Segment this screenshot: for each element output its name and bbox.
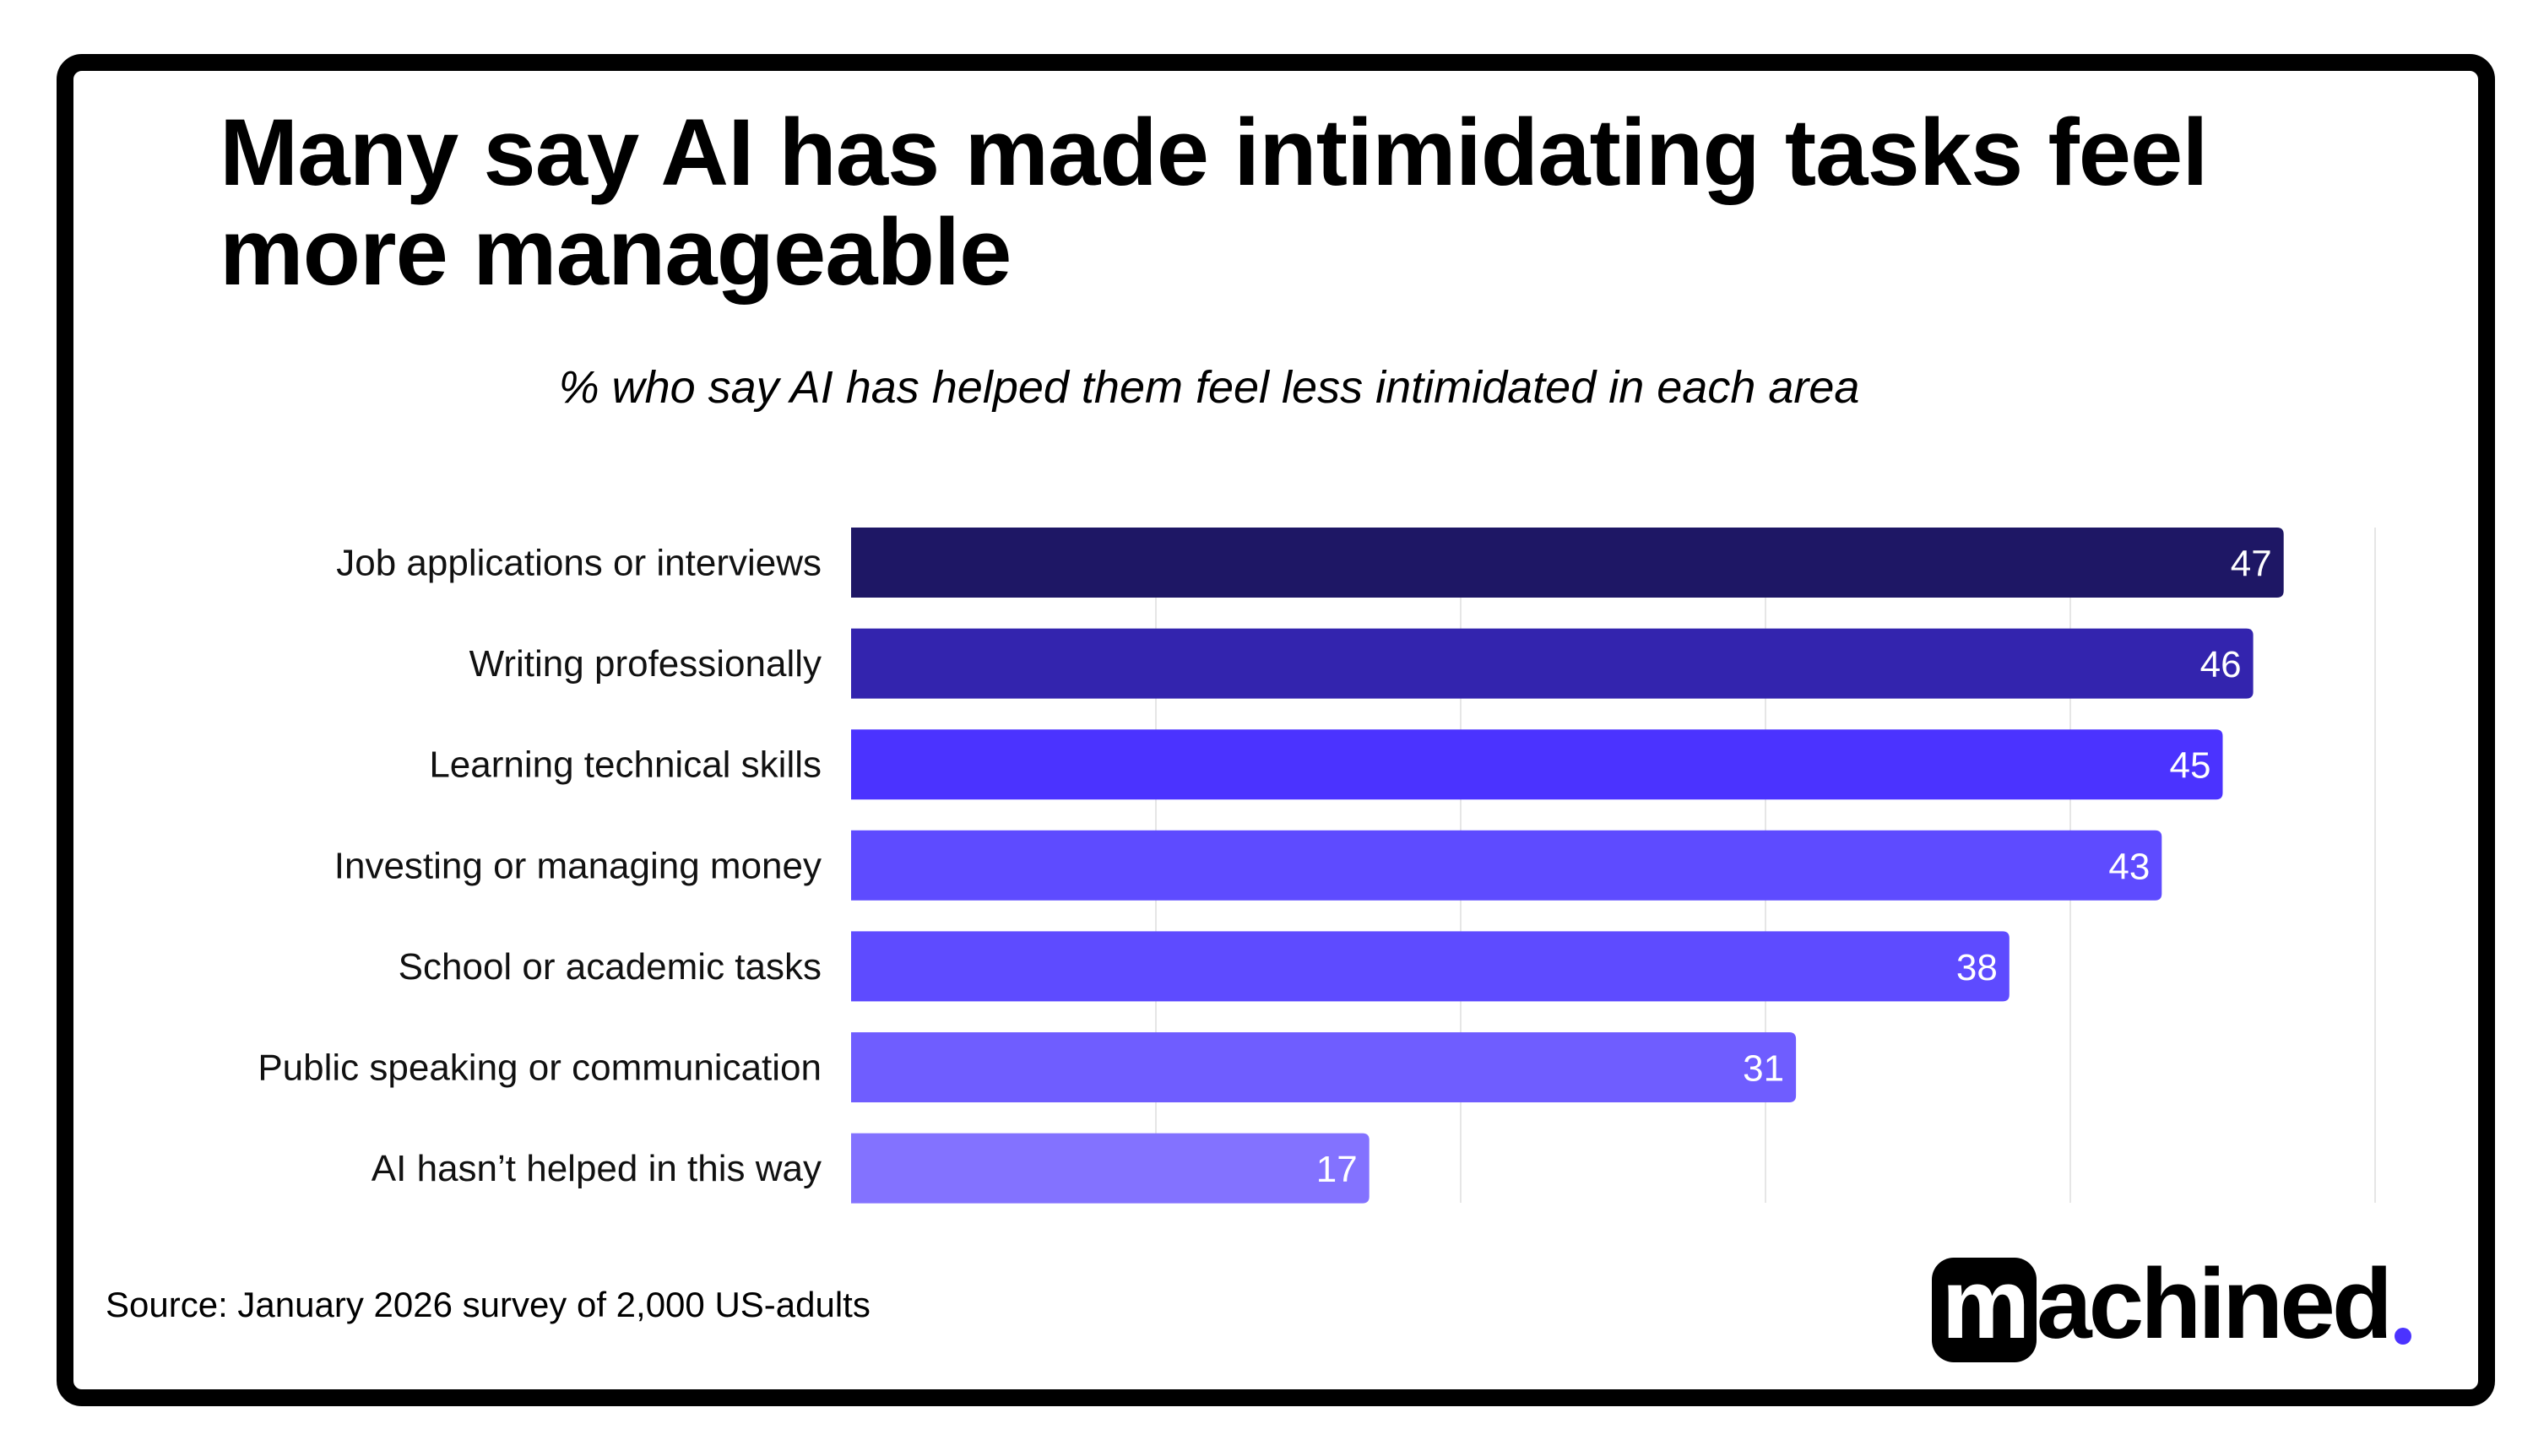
source-note: Source: January 2026 survey of 2,000 US-… bbox=[106, 1285, 871, 1324]
category-label: School or academic tasks bbox=[399, 946, 822, 988]
logo-text: achined bbox=[2037, 1248, 2393, 1360]
category-label: Public speaking or communication bbox=[258, 1047, 822, 1089]
data-label: 17 bbox=[1316, 1149, 1358, 1190]
category-label: AI hasn’t helped in this way bbox=[372, 1148, 822, 1189]
data-label: 46 bbox=[2200, 644, 2242, 685]
data-label: 31 bbox=[1743, 1048, 1784, 1090]
category-label: Learning technical skills bbox=[429, 744, 822, 786]
bar bbox=[851, 628, 2254, 699]
data-label: 38 bbox=[1956, 947, 1998, 988]
data-label: 47 bbox=[2231, 544, 2272, 585]
logo-m-box: m bbox=[1932, 1254, 2037, 1362]
logo-dot bbox=[2394, 1328, 2411, 1345]
machined-logo: m achined bbox=[1932, 1254, 2411, 1362]
bar bbox=[851, 528, 2284, 598]
category-label: Investing or managing money bbox=[334, 845, 822, 886]
chart-title: Many say AI has made intimidating tasks … bbox=[220, 100, 2208, 305]
chart-subtitle: % who say AI has helped them feel less i… bbox=[0, 361, 2432, 414]
subtitle-text: % who say AI has helped them feel less i… bbox=[558, 362, 1860, 413]
bar bbox=[851, 931, 2010, 1002]
bar bbox=[851, 830, 2162, 901]
data-label: 43 bbox=[2108, 846, 2150, 887]
bar bbox=[851, 729, 2223, 800]
category-label: Writing professionally bbox=[469, 643, 822, 685]
category-label: Job applications or interviews bbox=[336, 543, 822, 584]
data-label: 45 bbox=[2170, 745, 2211, 787]
bar bbox=[851, 1032, 1797, 1102]
bar bbox=[851, 1133, 1370, 1204]
